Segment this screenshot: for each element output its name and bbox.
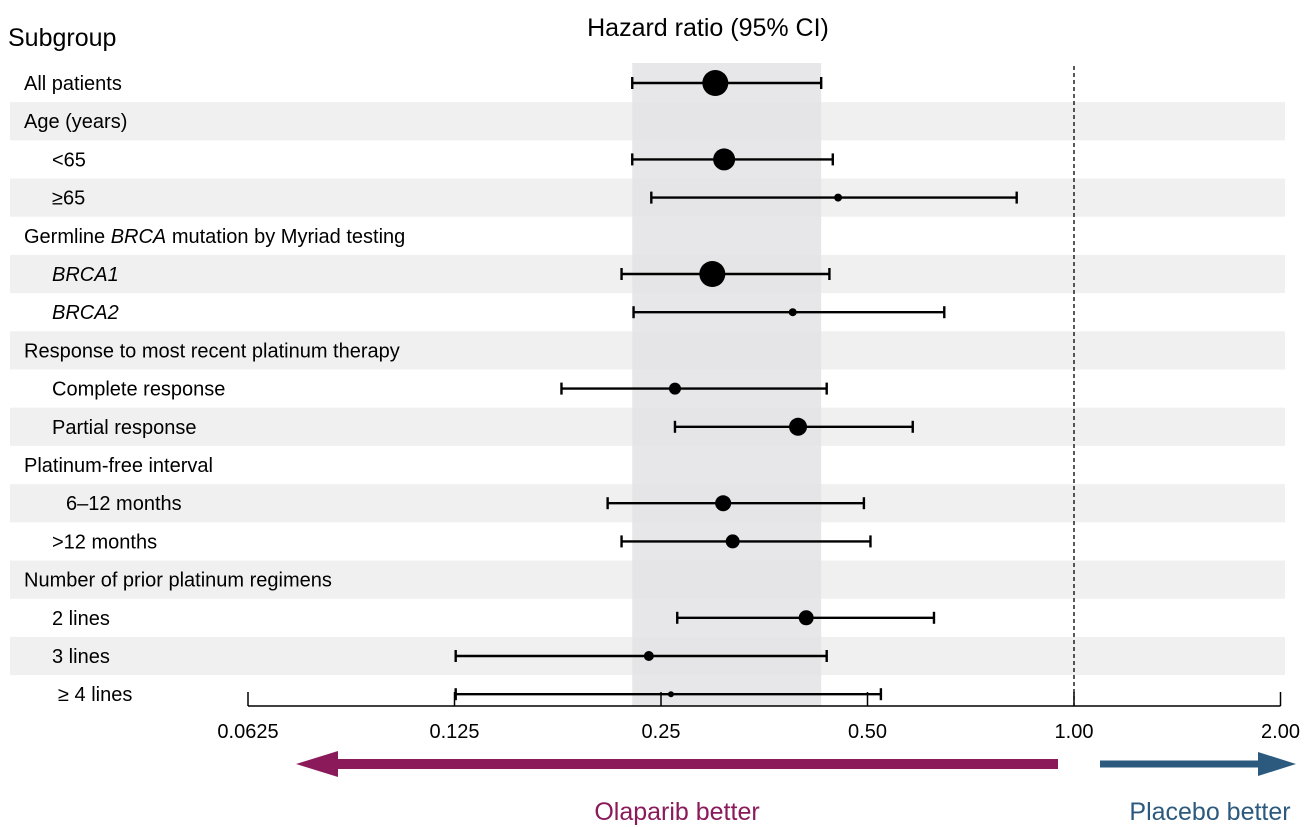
point-estimate [725,534,740,549]
point-estimate [643,651,654,661]
point-estimate [834,193,843,202]
subgroup-header-label: Age (years) [24,111,127,133]
point-estimate [788,308,797,317]
subgroup-label: Partial response [52,417,197,439]
point-estimate [715,495,732,512]
point-estimate [702,70,729,96]
subgroup-label: BRCA1 [52,264,119,286]
point-estimate [789,417,808,436]
x-tick-label: 0.0625 [217,721,278,743]
subgroup-header-label: Platinum-free interval [24,455,213,477]
olaparib-better-label: Olaparib better [594,798,759,826]
forest-rows: All patients Age (years) <65 ≥65 Germline BR… [24,70,1018,706]
subgroup-header-label: Response to most recent platinum therapy [24,340,400,362]
direction-arrows: Olaparib better Placebo better [296,751,1296,826]
subgroup-header-label: Germline BRCA mutation by Myriad testing [24,226,405,248]
subgroup-label: Complete response [52,379,225,401]
point-estimate [798,610,814,626]
subgroup-label: >12 months [52,531,157,553]
x-axis: 0.0625 0.125 0.25 0.50 1.00 2.00 [217,692,1300,743]
point-estimate [668,382,681,395]
x-tick-label: 0.25 [642,721,681,743]
point-estimate [667,691,674,698]
x-tick-label: 0.50 [848,721,887,743]
olaparib-arrow-head [296,751,338,777]
x-tick-label: 1.00 [1055,721,1094,743]
point-estimate [713,148,736,171]
subgroup-column-header: Subgroup [8,24,116,52]
subgroup-label: 3 lines [52,646,110,668]
overall-ci-band [632,63,822,706]
subgroup-label: BRCA2 [52,302,119,324]
subgroup-header-label: Number of prior platinum regimens [24,570,332,592]
x-tick-label: 2.00 [1261,721,1300,743]
subgroup-label: <65 [52,149,86,171]
subgroup-label: 2 lines [52,608,110,630]
subgroup-label: All patients [24,73,122,95]
placebo-arrow-head [1258,752,1296,776]
subgroup-label: ≥ 4 lines [58,684,132,706]
subgroup-label: ≥65 [52,188,85,210]
point-estimate [699,261,726,287]
placebo-better-label: Placebo better [1129,798,1290,826]
x-tick-label: 0.125 [429,721,479,743]
chart-title: Hazard ratio (95% CI) [587,14,829,42]
subgroup-label: 6–12 months [66,493,182,515]
